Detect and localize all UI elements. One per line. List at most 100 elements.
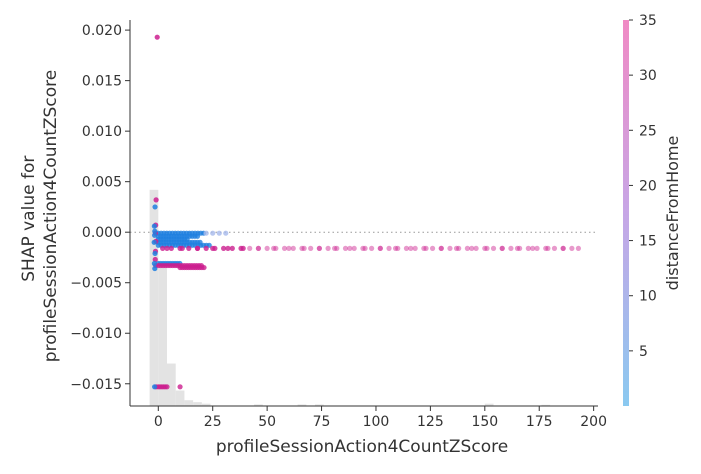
scatter-point — [151, 223, 157, 229]
scatter-point — [152, 228, 158, 234]
y-axis-label: SHAP value for profileSessionAction4Coun… — [19, 70, 61, 362]
histogram-bar — [315, 404, 324, 406]
scatter-point — [221, 245, 227, 251]
histogram-bar — [175, 390, 185, 406]
y-tick-label: 0.015 — [82, 74, 122, 90]
scatter-point — [438, 245, 444, 251]
scatter-point — [316, 245, 322, 251]
scatter-point — [194, 245, 201, 251]
scatter-point — [369, 245, 375, 251]
histogram-bar — [193, 402, 202, 406]
scatter-point — [201, 264, 207, 271]
scatter-point — [525, 245, 531, 251]
colorbar-tick-label: 25 — [639, 123, 657, 139]
scatter-point — [154, 34, 160, 40]
scatter-point — [464, 245, 470, 251]
scatter-point — [334, 245, 340, 251]
scatter-point — [290, 245, 296, 251]
scatter-point — [469, 245, 475, 251]
colorbar-tick-label: 10 — [639, 289, 657, 305]
scatter-point — [152, 256, 158, 263]
scatter-point — [299, 245, 305, 251]
y-axis-label-line2: profileSessionAction4CountZScore — [41, 70, 61, 362]
scatter-point — [153, 197, 159, 203]
x-tick-label: 100 — [363, 414, 390, 430]
colorbar-tick-label: 20 — [639, 178, 657, 194]
scatter-point — [194, 233, 201, 239]
scatter-point — [447, 245, 453, 251]
colorbar-ticks: 5 10 15 20 25 30 35 — [629, 13, 657, 360]
scatter-point — [325, 245, 331, 251]
scatter-point — [273, 245, 279, 251]
y-tick-label: −0.015 — [70, 377, 122, 393]
scatter-point — [186, 245, 192, 251]
scatter-point — [247, 245, 253, 251]
y-tick-label: 0.010 — [82, 124, 122, 140]
y-tick-label: −0.005 — [70, 276, 122, 292]
histogram-bar — [184, 400, 194, 406]
scatter-point — [569, 245, 575, 251]
scatter-point — [347, 245, 353, 251]
y-ticks: −0.015 −0.010 −0.005 0.000 0.005 0.010 0.015 0.… — [70, 23, 130, 393]
scatter-point — [517, 245, 523, 251]
x-tick-label: 200 — [580, 414, 607, 430]
x-tick-label: 25 — [204, 414, 222, 430]
scatter-point — [421, 245, 427, 251]
scatter-point — [456, 245, 462, 251]
scatter-point — [403, 245, 410, 251]
scatter-point — [151, 232, 158, 238]
axes — [129, 20, 598, 407]
scatter-point — [152, 250, 158, 257]
scatter-point — [423, 245, 429, 251]
scatter-point — [281, 245, 288, 251]
histogram-bar — [158, 267, 168, 406]
colorbar: 5 10 15 20 25 30 35 distanceFromHome — [623, 13, 682, 406]
scatter-point — [216, 230, 222, 236]
scatter-point — [151, 384, 158, 390]
scatter-point — [377, 245, 383, 251]
scatter-point — [152, 204, 158, 210]
x-ticks: 0 25 50 75 100 125 150 175 200 — [154, 406, 607, 430]
scatter-point — [408, 245, 414, 251]
histogram-bar — [254, 404, 263, 406]
scatter-point — [514, 245, 521, 251]
scatter-point — [429, 245, 436, 251]
colorbar-tick-label: 15 — [639, 234, 657, 250]
scatter-point — [164, 384, 170, 390]
scatter-point — [271, 245, 277, 251]
y-tick-label: 0.000 — [82, 225, 122, 241]
scatter-point — [551, 245, 558, 251]
scatter-point — [229, 245, 235, 251]
scatter-point — [453, 245, 460, 251]
scatter-point — [152, 265, 158, 272]
x-tick-label: 150 — [471, 414, 498, 430]
scatter-point — [386, 245, 392, 251]
scatter-point — [490, 245, 497, 251]
x-tick-label: 175 — [526, 414, 553, 430]
colorbar-tick-label: 35 — [639, 13, 657, 29]
x-tick-label: 125 — [417, 414, 444, 430]
scatter-point — [210, 245, 216, 251]
scatter-point — [342, 245, 349, 251]
x-tick-label: 0 — [154, 414, 163, 430]
scatter-point — [543, 245, 549, 251]
scatter-point — [377, 245, 383, 251]
histogram — [149, 189, 551, 406]
x-tick-label: 50 — [258, 414, 276, 430]
scatter-point — [438, 245, 444, 251]
scatter-point — [499, 245, 505, 251]
y-tick-label: 0.020 — [82, 23, 122, 39]
scatter-point — [360, 245, 366, 251]
scatter-point — [177, 384, 183, 390]
scatter-point — [534, 245, 540, 251]
scatter-point — [575, 245, 582, 251]
scatter-point — [151, 260, 157, 267]
scatter-point — [301, 245, 307, 251]
scatter-point — [203, 245, 209, 251]
scatter-point — [210, 230, 216, 236]
scatter-point — [223, 230, 229, 236]
scatter-point — [395, 245, 401, 251]
scatter-point — [362, 245, 368, 251]
scatter-point — [168, 245, 174, 251]
